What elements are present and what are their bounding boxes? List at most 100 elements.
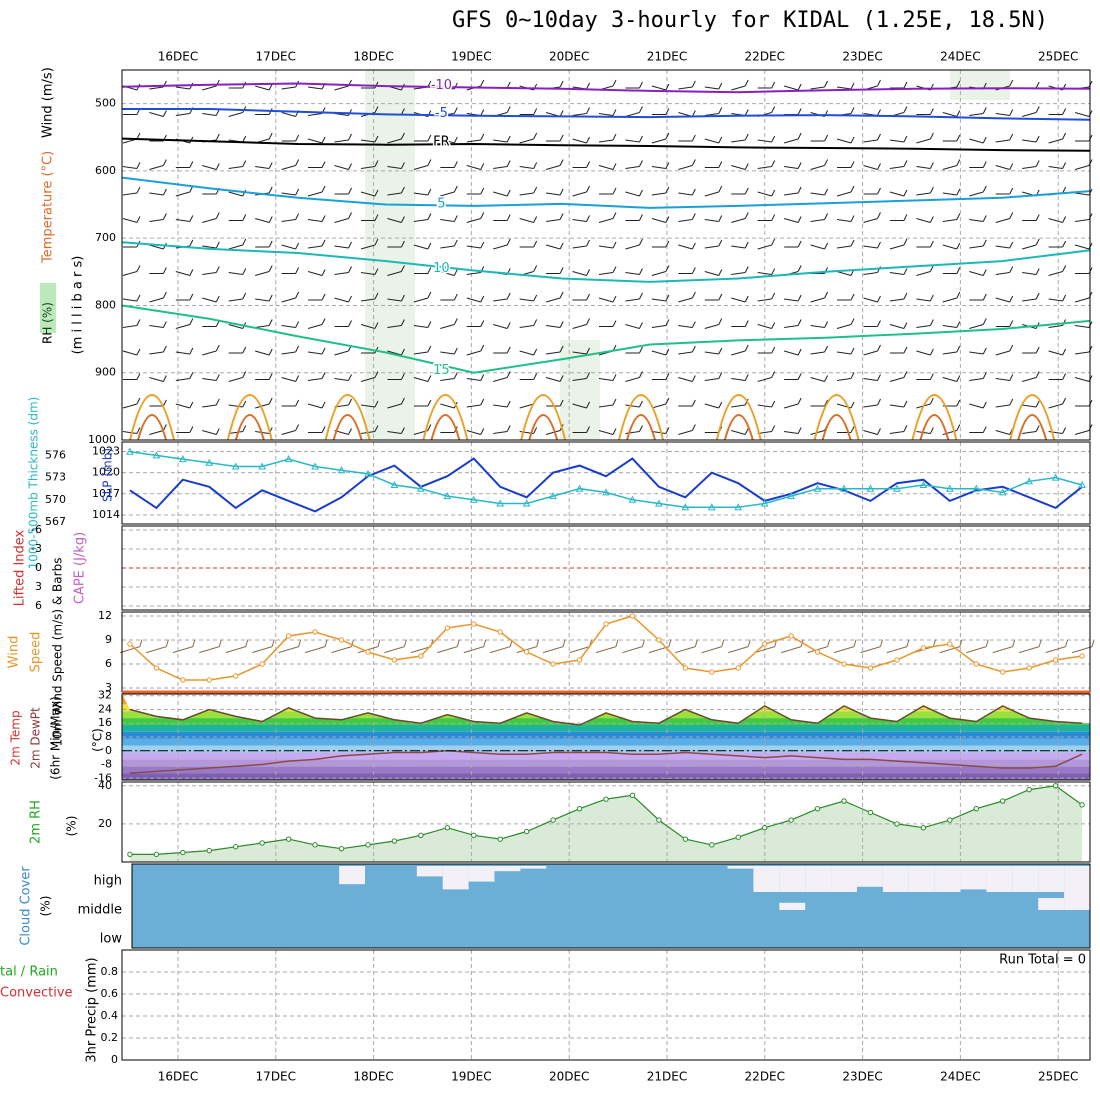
wind-barb — [691, 134, 696, 142]
wind-barb — [162, 345, 167, 353]
wind-barb — [162, 291, 167, 299]
wind-barb — [744, 344, 749, 352]
wind-barb — [731, 85, 746, 91]
rh-marker — [471, 832, 477, 839]
thickness-marker — [840, 484, 848, 492]
y-tick-lifted-index: 3 — [35, 580, 42, 593]
wind-barb — [731, 378, 746, 381]
wind-barb — [691, 375, 696, 382]
wind-barb — [824, 159, 829, 166]
wind-barb — [533, 186, 538, 194]
wind-barb — [334, 350, 349, 356]
wind-barb — [374, 214, 379, 221]
y-tick-thickness: 567 — [45, 515, 66, 528]
wind-barb — [824, 345, 829, 353]
wind-barb — [836, 219, 852, 222]
wind-barb — [982, 107, 987, 114]
wind-barb — [956, 345, 961, 353]
wind-barb — [215, 212, 220, 219]
wind-barb — [1009, 241, 1014, 249]
wind-barb — [533, 216, 538, 223]
wind-barb — [1048, 271, 1063, 276]
wind-barb — [586, 426, 590, 433]
thickness-marker — [972, 484, 981, 492]
wind-barb — [1009, 374, 1014, 381]
wind-barb — [586, 185, 590, 193]
surface-wind-barb — [939, 646, 960, 654]
surface-wind-barb — [119, 646, 141, 654]
wind-barb — [916, 350, 931, 356]
wind-barb — [228, 191, 243, 197]
wind-barb — [665, 216, 670, 223]
wind-speed-marker — [259, 661, 265, 667]
cloud-clear-high — [779, 866, 806, 892]
wind-barb — [969, 245, 984, 249]
temperature-contour — [122, 108, 1091, 121]
wind-barb — [572, 191, 587, 197]
wind-barb — [1035, 135, 1040, 143]
temperature-contour — [121, 137, 1091, 152]
wind-barb — [215, 163, 220, 170]
wind-barb — [189, 161, 194, 168]
wind-barb — [374, 189, 379, 197]
wind-barb — [863, 350, 878, 356]
wind-barb — [348, 212, 352, 219]
wind-barb — [189, 269, 194, 276]
thickness-marker — [813, 484, 822, 492]
wind-barb — [718, 293, 723, 301]
thickness-marker — [311, 462, 319, 470]
wind-barb — [783, 403, 799, 409]
wind-barb — [612, 398, 617, 406]
wind-barb — [744, 266, 749, 273]
wind-barb — [995, 165, 1010, 170]
wind-barb — [268, 319, 273, 326]
contour-label: -5 — [435, 106, 448, 121]
surface-wind-barb — [199, 646, 220, 654]
wind-barb — [466, 378, 481, 381]
surface-wind-barb — [992, 646, 1013, 654]
wind-barb — [877, 187, 881, 195]
wind-barb — [704, 138, 719, 144]
wind-barb — [480, 109, 485, 116]
ylabel-temperature: Temperature (°C) — [41, 151, 56, 264]
wind-barb — [559, 375, 564, 382]
wind-barb — [771, 268, 776, 275]
wind-barb — [625, 166, 640, 169]
surface-wind-barb — [754, 646, 775, 654]
wind-barb — [731, 218, 746, 223]
date-label-bottom: 25DEC — [1038, 1070, 1078, 1084]
ylabel-lifted-index: Lifted Index — [13, 529, 28, 606]
wind-barb — [797, 397, 802, 405]
wind-barb — [1022, 139, 1037, 143]
rh-marker — [1000, 798, 1006, 804]
warm-contour — [129, 394, 175, 441]
wind-speed-marker — [497, 629, 503, 635]
wind-barb — [651, 271, 667, 276]
wind-barb — [281, 112, 296, 117]
wind-barb — [480, 398, 485, 406]
wind-barb — [572, 324, 587, 329]
wind-barb — [308, 351, 323, 355]
wind-barb — [625, 404, 640, 408]
wind-barb — [771, 425, 776, 432]
surface-wind-barb — [675, 646, 696, 654]
wind-barb — [348, 266, 352, 273]
wind-barb — [678, 244, 693, 250]
wind-barb — [122, 166, 138, 169]
wind-barb — [175, 351, 190, 355]
rh-marker — [312, 842, 318, 848]
wind-barb — [797, 373, 802, 380]
wind-barb — [427, 159, 432, 166]
surface-wind-barb — [562, 639, 566, 647]
wind-barb — [413, 165, 429, 170]
wind-barb — [586, 239, 590, 247]
wind-barb — [612, 266, 617, 273]
wind-barb — [1022, 298, 1037, 302]
surface-wind-barb — [1012, 639, 1016, 647]
surface-wind-barb — [490, 646, 511, 654]
wind-barb — [268, 216, 273, 223]
rh-shading — [950, 70, 1010, 100]
wind-barb — [744, 428, 749, 435]
wind-barb — [202, 404, 217, 408]
wind-barb — [810, 192, 825, 196]
